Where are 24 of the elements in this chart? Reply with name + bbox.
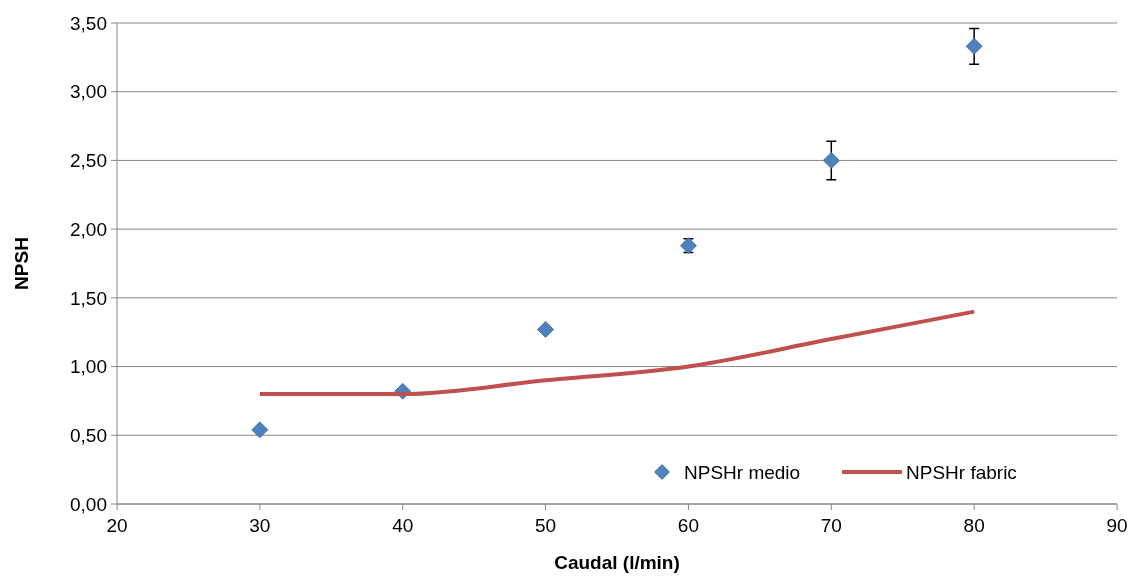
x-tick-label: 70	[820, 515, 842, 536]
point	[537, 321, 554, 338]
legend-label: NPSHr medio	[684, 461, 801, 483]
y-tick-label: 3,00	[70, 81, 107, 103]
y-tick-label: 0,00	[70, 493, 107, 515]
x-tick-label: 60	[677, 515, 699, 536]
y-axis-title: NPSH	[11, 237, 32, 290]
y-tick-label: 1,50	[70, 287, 107, 309]
legend-label: NPSHr fabric	[906, 461, 1017, 483]
y-tick-label: 1,00	[70, 356, 107, 378]
y-tick-label: 0,50	[70, 424, 107, 446]
x-tick-label: 50	[535, 515, 557, 536]
point	[965, 37, 983, 55]
x-tick-label: 20	[106, 515, 128, 536]
x-tick-label: 40	[392, 515, 414, 536]
y-tick-label: 2,00	[70, 218, 107, 240]
y-tick-label: 3,50	[70, 12, 107, 34]
point	[251, 421, 269, 439]
x-tick-label: 90	[1106, 515, 1128, 536]
point	[822, 152, 840, 169]
x-tick-label: 80	[963, 515, 985, 536]
x-tick-label: 30	[249, 515, 271, 536]
x-axis-title: Caudal (l/min)	[554, 552, 680, 573]
y-tick-label: 2,50	[70, 150, 107, 172]
